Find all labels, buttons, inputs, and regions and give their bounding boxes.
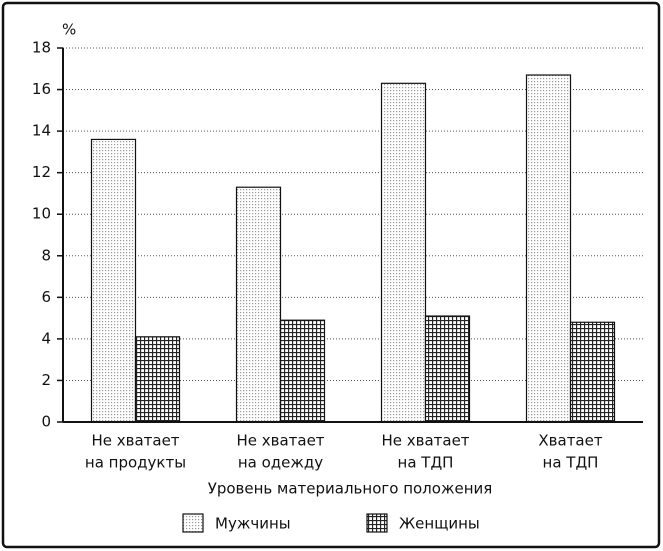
y-tick-label: 10 — [32, 205, 51, 223]
x-tick-label: Хватает — [538, 432, 602, 450]
bar — [424, 315, 471, 423]
x-tick-label: на продукты — [85, 454, 186, 472]
x-tick-label: Не хватает — [236, 432, 324, 450]
x-tick-label: на одежду — [238, 454, 323, 472]
y-tick-label: 18 — [32, 39, 51, 57]
x-tick-label: Не хватает — [91, 432, 179, 450]
bar — [235, 186, 282, 423]
bar — [134, 336, 181, 423]
legend-swatch — [182, 513, 204, 533]
x-tick-label: на ТДП — [398, 454, 454, 472]
y-tick-label: 4 — [41, 329, 51, 347]
legend-label: Женщины — [399, 515, 480, 533]
y-tick-label: 6 — [41, 288, 51, 306]
y-tick-label: 2 — [41, 371, 51, 389]
x-axis-label: Уровень материального положения — [208, 480, 493, 498]
y-tick-label: 12 — [32, 163, 51, 181]
bar — [380, 82, 427, 423]
x-tick-label: Не хватает — [381, 432, 469, 450]
y-tick-label: 16 — [32, 80, 51, 98]
x-tick-label: на ТДП — [543, 454, 599, 472]
bar — [279, 319, 326, 423]
y-tick-label: 8 — [41, 246, 51, 264]
bar — [569, 321, 616, 423]
y-tick-label: 0 — [41, 413, 51, 431]
legend-label: Мужчины — [215, 515, 291, 533]
bar — [90, 138, 137, 423]
y-tick-label: 14 — [32, 122, 51, 140]
y-axis-label: % — [62, 21, 76, 39]
legend-swatch — [366, 513, 388, 533]
bar — [525, 74, 572, 423]
